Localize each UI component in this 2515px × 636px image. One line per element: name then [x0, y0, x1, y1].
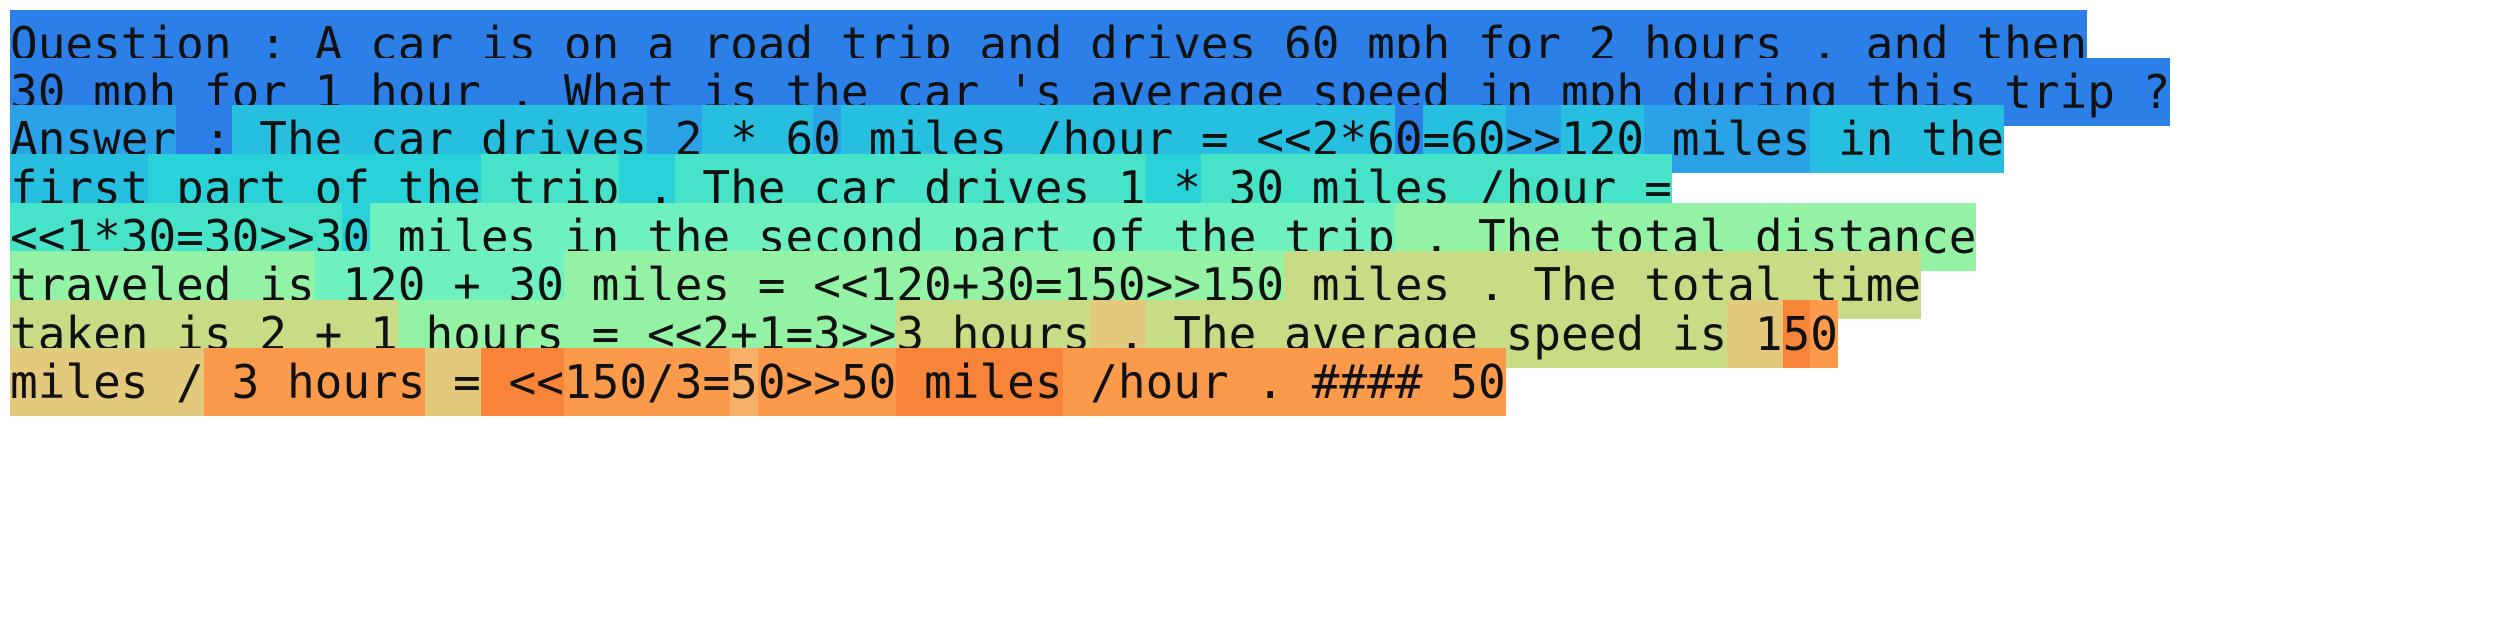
token: 3 [203, 348, 260, 416]
token: << [480, 348, 564, 416]
token: / [148, 348, 204, 416]
token: 0 [1810, 300, 1838, 368]
token: ? [2114, 58, 2171, 126]
token: 3 [674, 348, 703, 416]
token: = [425, 348, 481, 416]
token: is [1644, 300, 1728, 368]
token: in [1810, 105, 1894, 173]
token: /hour [1062, 348, 1229, 416]
token: 0 [1477, 348, 1506, 416]
token: = [702, 348, 731, 416]
token: / [647, 348, 675, 416]
token: >> [785, 348, 841, 416]
token: #### [1284, 348, 1423, 416]
token: miles [10, 348, 149, 416]
token: 5 [1422, 348, 1478, 416]
token: 0 [868, 348, 897, 416]
token: 0 [757, 348, 786, 416]
token: 1 [1727, 300, 1783, 368]
token: hours [259, 348, 426, 416]
token: 5 [840, 348, 869, 416]
token: 5 [591, 348, 620, 416]
token: 5 [1782, 300, 1811, 368]
token: miles [1644, 105, 1811, 173]
token: 5 [730, 348, 758, 416]
token: 0 [619, 348, 648, 416]
token: the [1893, 105, 2005, 173]
token: 1 [868, 251, 897, 319]
token: 1 [563, 348, 592, 416]
token: miles [896, 348, 1063, 416]
token: . [1228, 348, 1285, 416]
